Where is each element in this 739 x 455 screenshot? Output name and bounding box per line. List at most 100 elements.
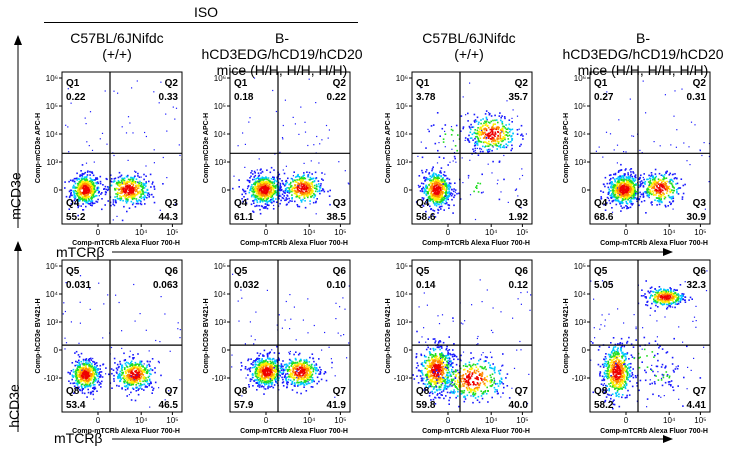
event-dot <box>503 178 505 181</box>
event-dot <box>261 200 264 203</box>
event-dot <box>148 196 150 198</box>
event-dot <box>649 189 651 191</box>
event-dot <box>319 192 321 195</box>
event-dot <box>439 171 441 174</box>
event-dot <box>298 176 301 178</box>
event-dot <box>480 134 483 136</box>
event-dot <box>133 196 135 198</box>
event-dot <box>69 382 72 385</box>
event-dot <box>321 178 323 180</box>
event-dot <box>629 169 631 171</box>
event-dot <box>672 200 674 203</box>
event-dot <box>89 367 91 369</box>
event-dot <box>273 176 275 179</box>
event-dot <box>304 131 307 133</box>
event-dot <box>670 202 672 205</box>
event-dot <box>288 187 290 189</box>
event-dot <box>126 375 128 377</box>
event-dot <box>486 149 489 151</box>
event-dot <box>256 204 258 207</box>
event-dot <box>82 372 85 375</box>
event-dot <box>131 364 133 367</box>
event-dot <box>443 171 446 173</box>
event-dot <box>635 192 637 195</box>
event-dot <box>116 369 119 371</box>
event-dot <box>134 188 137 190</box>
event-dot <box>606 202 608 204</box>
event-dot <box>83 188 85 191</box>
event-dot <box>439 135 441 137</box>
event-dot <box>486 119 488 121</box>
event-dot <box>80 177 83 180</box>
event-dot <box>113 374 115 377</box>
event-dot <box>105 367 107 369</box>
event-dot <box>518 128 520 130</box>
event-dot <box>439 187 441 190</box>
event-dot <box>120 378 122 380</box>
quadrant-percent: 55.2 <box>66 212 86 223</box>
event-dot <box>479 133 482 136</box>
event-dot <box>622 186 624 188</box>
event-dot <box>625 177 628 179</box>
event-dot <box>309 178 311 181</box>
event-dot <box>675 183 677 185</box>
quadrant-name: Q2 <box>333 78 347 89</box>
event-dot <box>481 133 484 135</box>
event-dot <box>265 180 267 183</box>
event-dot <box>267 195 269 197</box>
event-dot <box>79 322 81 324</box>
event-dot <box>77 214 79 217</box>
event-dot <box>608 188 610 191</box>
event-dot <box>134 206 137 208</box>
event-dot <box>250 195 253 198</box>
event-dot <box>639 149 641 151</box>
event-dot <box>479 147 481 150</box>
event-dot <box>267 186 269 188</box>
quadrant-percent: 0.18 <box>234 92 254 103</box>
event-dot <box>113 378 115 380</box>
event-dot <box>89 170 91 173</box>
event-dot <box>253 196 255 198</box>
event-dot <box>139 366 142 368</box>
event-dot <box>131 186 133 188</box>
event-dot <box>441 199 444 202</box>
event-dot <box>258 198 260 200</box>
event-dot <box>86 385 89 388</box>
event-dot <box>462 126 465 128</box>
event-dot <box>618 188 620 190</box>
event-dot <box>296 184 299 186</box>
event-dot <box>266 202 269 204</box>
event-dot <box>133 193 135 195</box>
event-dot <box>455 124 458 127</box>
event-dot <box>425 171 427 173</box>
x-tick-label: 10⁴ <box>485 228 498 237</box>
event-dot <box>137 363 139 365</box>
event-dot <box>98 384 100 386</box>
event-dot <box>290 181 292 184</box>
event-dot <box>279 187 282 190</box>
event-dot <box>258 187 260 189</box>
event-dot <box>76 198 79 201</box>
event-dot <box>142 193 145 195</box>
event-dot <box>632 185 635 188</box>
event-dot <box>293 171 295 173</box>
event-dot <box>72 371 75 373</box>
event-dot <box>96 187 99 189</box>
event-dot <box>90 200 92 203</box>
event-dot <box>130 391 132 394</box>
event-dot <box>660 200 663 203</box>
event-dot <box>645 190 647 193</box>
event-dot <box>305 195 308 197</box>
event-dot <box>672 173 674 175</box>
event-dot <box>253 77 256 79</box>
event-dot <box>261 182 264 184</box>
event-dot <box>286 189 289 192</box>
event-dot <box>251 184 253 186</box>
event-dot <box>625 200 627 203</box>
event-dot <box>644 183 646 185</box>
event-dot <box>620 163 622 166</box>
event-dot <box>261 177 264 179</box>
event-dot <box>85 183 88 185</box>
event-dot <box>129 369 132 372</box>
event-dot <box>80 198 83 200</box>
